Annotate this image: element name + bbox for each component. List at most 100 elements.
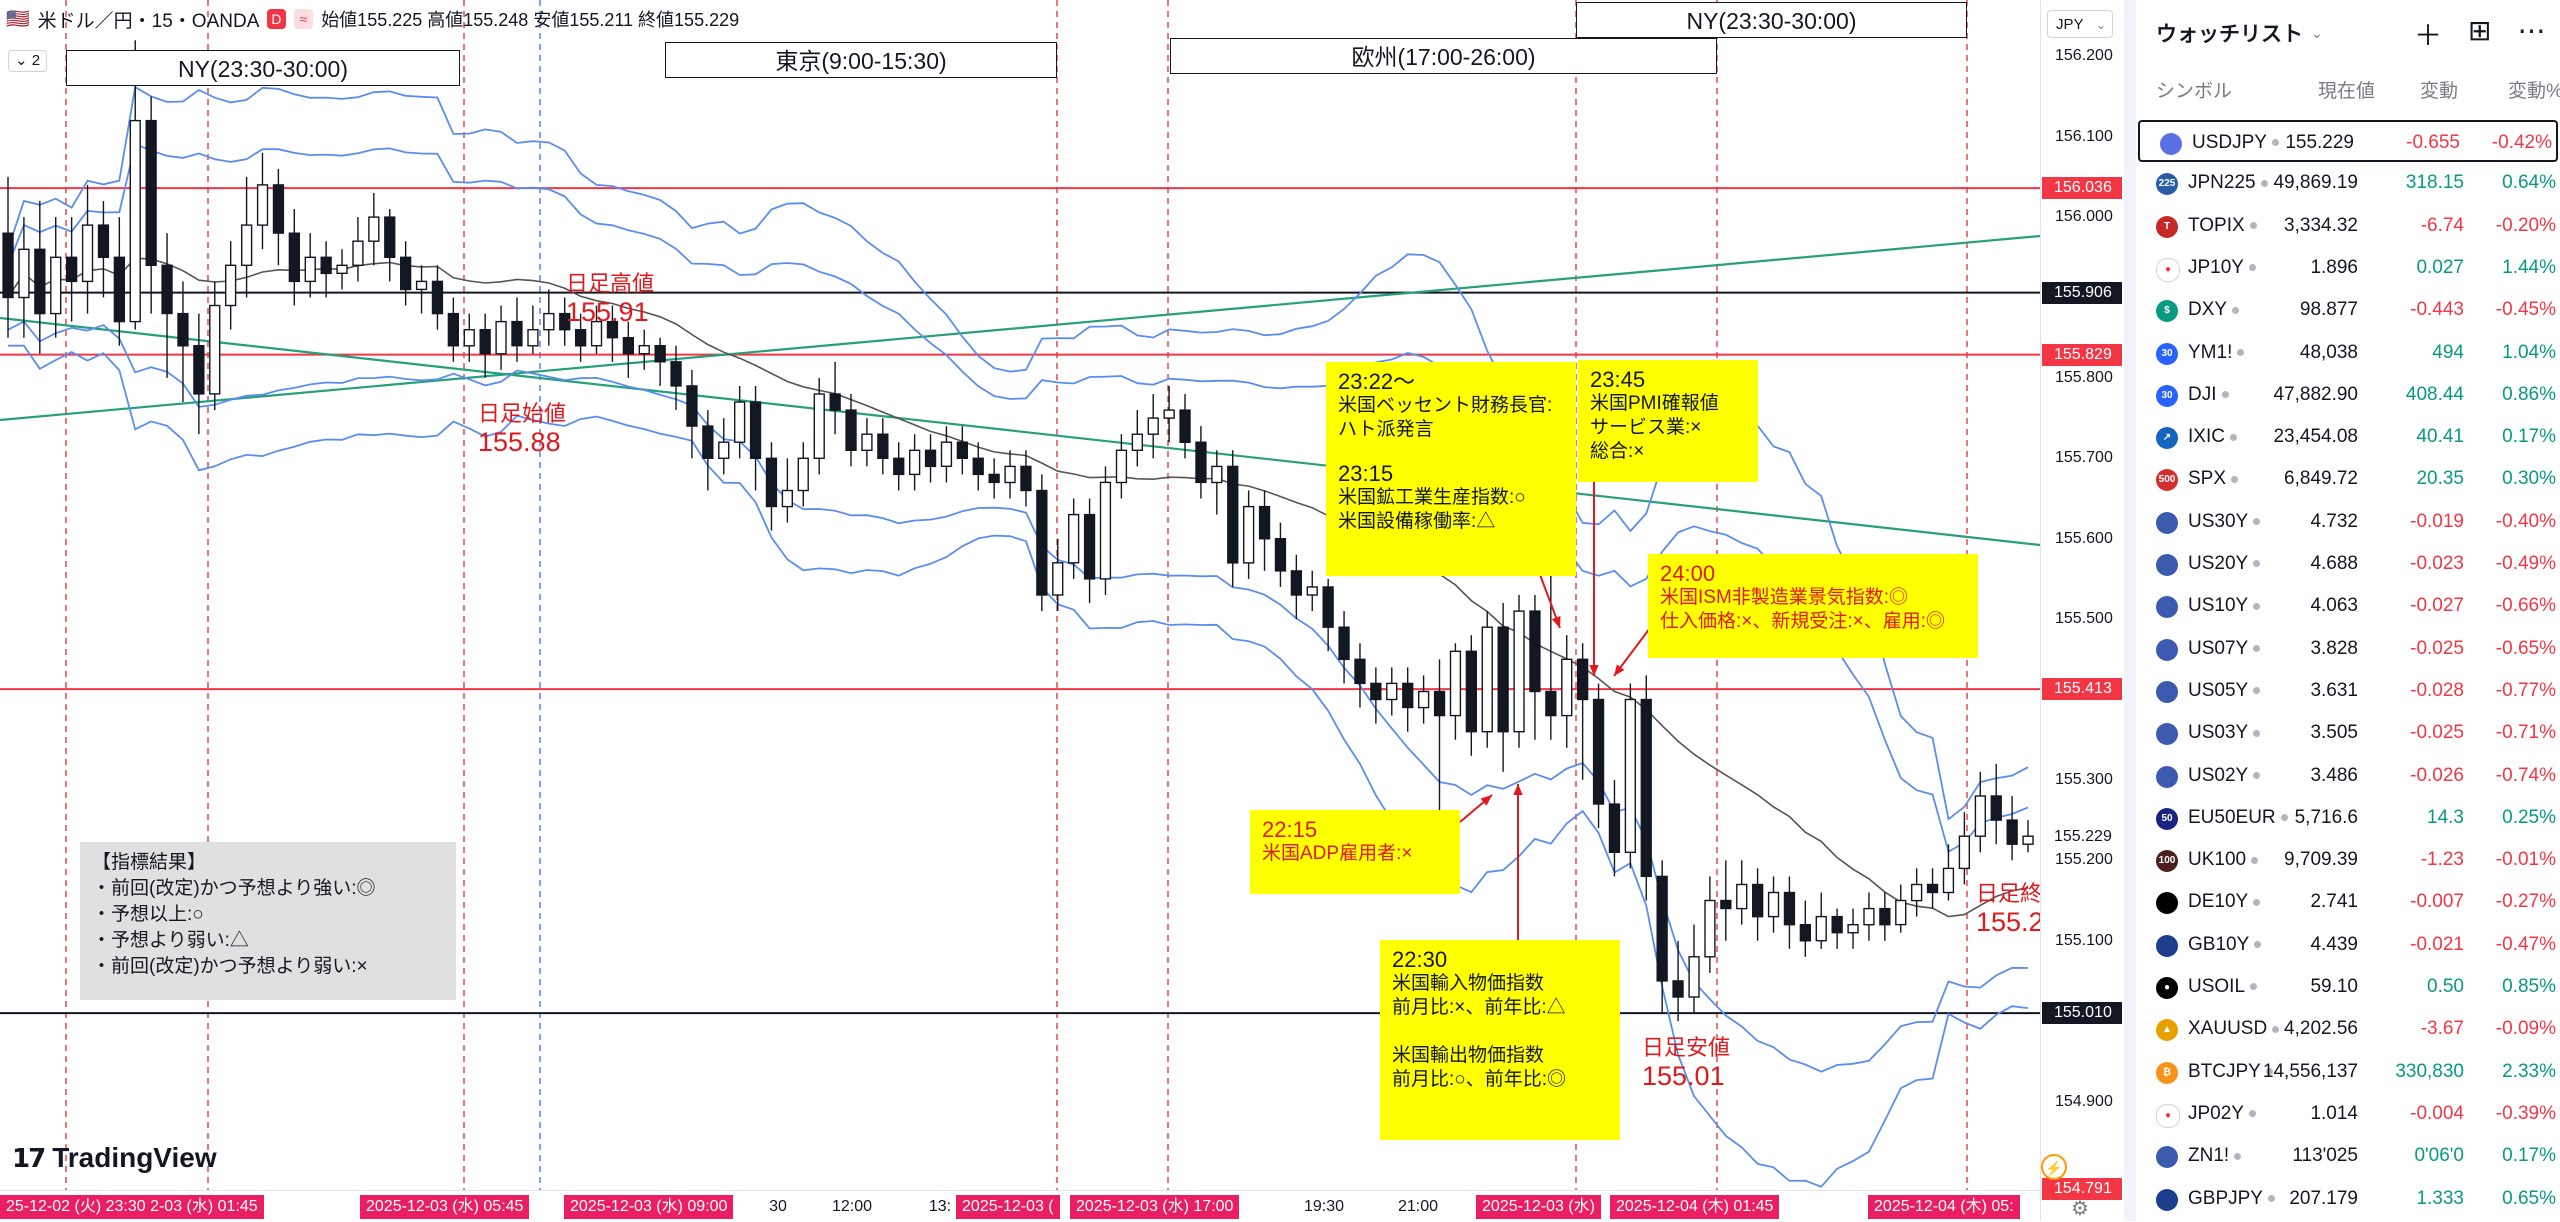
market-status-dot-icon xyxy=(2267,1194,2275,1202)
candle-body xyxy=(638,345,650,355)
data-delay-badge[interactable]: ≈ xyxy=(293,9,314,29)
candle-body xyxy=(765,457,778,508)
watchlist-row[interactable]: T TOPIX 3,334.32 -6.74 -0.20% xyxy=(2136,205,2560,247)
watchlist-last: 48,038 xyxy=(2299,341,2358,363)
note-bessent[interactable]: 23:22～ 米国ベッセント財務長官: ハト派発言 xyxy=(1326,362,1576,454)
market-status-dot-icon xyxy=(2253,602,2261,610)
watchlist-row[interactable]: US02Y 3.486 -0.026 -0.74% xyxy=(2136,755,2560,797)
watchlist-row[interactable]: 100 UK100 9,709.39 -1.23 -0.01% xyxy=(2136,839,2560,881)
panel-separator[interactable] xyxy=(2124,0,2136,1221)
alert-icon[interactable]: ⚡ xyxy=(2041,1154,2067,1180)
watchlist-row[interactable]: USDJPY 155.229 -0.655 -0.42% xyxy=(2138,120,2558,162)
market-status-dot-icon xyxy=(2272,1025,2280,1033)
watchlist-row[interactable]: ZN1! 113'025 0'06'0 0.17% xyxy=(2136,1135,2560,1177)
candle-body xyxy=(559,312,571,331)
column-symbol[interactable]: シンボル xyxy=(2156,81,2233,102)
candle-body xyxy=(34,248,46,315)
candle-body xyxy=(1736,883,1748,910)
candle-body xyxy=(1417,690,1430,709)
watchlist-row[interactable]: US05Y 3.631 -0.028 -0.77% xyxy=(2136,670,2560,712)
watchlist-change: 20.35 xyxy=(2416,468,2464,490)
market-status-dot-icon xyxy=(2229,433,2237,441)
watchlist-last: 14,556,137 xyxy=(2262,1060,2358,1082)
watchlist-row[interactable]: US10Y 4.063 -0.027 -0.66% xyxy=(2136,585,2560,627)
bitcoin-icon: ₿ xyxy=(2156,1061,2178,1084)
watchlist-symbol: DJI xyxy=(2188,384,2229,406)
advanced-view-icon[interactable]: ⊞ xyxy=(2468,15,2492,46)
candle-body xyxy=(1640,698,1652,878)
watchlist-row[interactable]: US30Y 4.732 -0.019 -0.40% xyxy=(2136,501,2560,543)
watchlist-change: 318.15 xyxy=(2405,172,2464,194)
candle-body xyxy=(845,409,857,452)
watchlist-row[interactable]: ₿ BTCJPY 14,556,137 330,830 2.33% xyxy=(2136,1051,2560,1093)
column-change-percent[interactable]: 変動% xyxy=(2508,81,2560,102)
candle-body xyxy=(1958,835,1971,870)
annotation-arrowhead xyxy=(1551,616,1561,628)
watchlist-row[interactable]: 225 JPN225 49,869.19 318.15 0.64% xyxy=(2136,162,2560,204)
candle-body xyxy=(352,240,364,266)
watchlist-row[interactable]: ● JP02Y 1.014 -0.004 -0.39% xyxy=(2136,1093,2560,1135)
candle-body xyxy=(1386,682,1398,701)
watchlist-change-percent: 0.17% xyxy=(2502,1145,2556,1167)
watchlist-change: -0.023 xyxy=(2410,553,2464,574)
market-status-badge[interactable]: D xyxy=(267,9,286,29)
add-symbol-icon[interactable]: ＋ xyxy=(2414,20,2443,51)
column-last[interactable]: 現在値 xyxy=(2318,81,2376,102)
watchlist-last: 3.828 xyxy=(2310,637,2358,659)
market-status-dot-icon xyxy=(2253,518,2261,526)
watchlist-row[interactable]: 500 SPX 6,849.72 20.35 0.30% xyxy=(2136,458,2560,500)
candle-body xyxy=(781,489,794,508)
watchlist-last: 3.486 xyxy=(2310,764,2358,786)
settings-gear-icon[interactable]: ⚙ xyxy=(2071,1198,2089,1220)
candle-body xyxy=(1306,586,1318,596)
watchlist-last: 47,882.90 xyxy=(2273,383,2358,405)
watchlist-row[interactable]: 30 YM1! 48,038 494 1.04% xyxy=(2136,332,2560,374)
watchlist-row[interactable]: ▲ XAUUSD 4,202.56 -3.67 -0.09% xyxy=(2136,1008,2560,1050)
candle-body xyxy=(749,401,762,459)
watchlist-change: -0.028 xyxy=(2410,679,2464,701)
symbol-title[interactable]: 米ドル／円・15・OANDA xyxy=(37,10,260,32)
more-icon[interactable]: ⋯ xyxy=(2517,15,2546,46)
watchlist-row[interactable]: US03Y 3.505 -0.025 -0.71% xyxy=(2136,712,2560,754)
candle-body xyxy=(1449,650,1462,717)
time-label: 2025-12-04 (木) 01:45 xyxy=(1610,1195,1780,1219)
watchlist-row[interactable]: ● USOIL 59.10 0.50 0.85% xyxy=(2136,966,2560,1008)
note-industrial-production[interactable]: 23:15 米国鉱工業生産指数:○ 米国設備稼働率:△ xyxy=(1326,454,1576,576)
candle-body xyxy=(209,304,221,395)
candle-body xyxy=(50,256,62,315)
watchlist-row[interactable]: GB10Y 4.439 -0.021 -0.47% xyxy=(2136,924,2560,966)
tradingview-logo[interactable]: 𝟭𝟳 TradingView xyxy=(12,1142,217,1173)
watchlist-row[interactable]: GBPJPY 207.179 1.333 0.65% xyxy=(2136,1178,2560,1220)
watchlist-row[interactable]: $ DXY 98.877 -0.443 -0.45% xyxy=(2136,289,2560,331)
note-import-prices[interactable]: 22:30 米国輸入物価指数 前月比:×、前年比:△ 米国輸出物価指数 前月比:○… xyxy=(1380,940,1620,1140)
watchlist-row[interactable]: US20Y 4.688 -0.023 -0.49% xyxy=(2136,543,2560,585)
column-change[interactable]: 変動 xyxy=(2420,81,2459,102)
watchlist-symbol: US03Y xyxy=(2188,722,2261,744)
watchlist-change: 408.44 xyxy=(2405,383,2464,405)
note-ism[interactable]: 24:00 米国ISM非製造業景気指数:◎ 仕入価格:×、新規受注:×、雇用:◎ xyxy=(1648,554,1978,658)
candle-body xyxy=(1592,698,1605,805)
watchlist-row[interactable]: DE10Y 2.741 -0.007 -0.27% xyxy=(2136,881,2560,923)
candle-body xyxy=(1990,795,2002,821)
candle-body xyxy=(527,329,539,347)
watchlist-last: 4,202.56 xyxy=(2284,1018,2358,1040)
candle-body xyxy=(1274,538,1287,572)
candle-body xyxy=(1465,650,1478,733)
watchlist-row[interactable]: US07Y 3.828 -0.025 -0.65% xyxy=(2136,628,2560,670)
currency-selector[interactable]: JPY ⌄ xyxy=(2047,10,2113,38)
price-axis[interactable]: JPY ⌄ 156.200 156.100 156.000 155.800 155.700… xyxy=(2040,0,2125,1221)
watchlist-row[interactable]: ● JP10Y 1.896 0.027 1.44% xyxy=(2136,247,2560,289)
note-adp[interactable]: 22:15 米国ADP雇用者:× xyxy=(1250,810,1460,894)
candle-body xyxy=(893,457,905,476)
watchlist-row[interactable]: 50 EU50EUR 5,716.6 14.3 0.25% xyxy=(2136,797,2560,839)
chart-pane[interactable]: 🇺🇸 米ドル／円・15・OANDA D ≈ 始値155.225 高値155.24… xyxy=(0,0,2040,1221)
candle-body xyxy=(1576,658,1589,701)
watchlist-row[interactable]: 30 DJI 47,882.90 408.44 0.86% xyxy=(2136,374,2560,416)
indicator-collapse-button[interactable]: ⌄ 2 xyxy=(8,50,48,72)
market-status-dot-icon xyxy=(2253,729,2261,737)
note-pmi[interactable]: 23:45 米国PMI確報値 サービス業:× 総合:× xyxy=(1578,360,1758,482)
watchlist-row[interactable]: ↗ IXIC 23,454.08 40.41 0.17% xyxy=(2136,416,2560,458)
watchlist-title[interactable]: ウォッチリスト ⌄ xyxy=(2156,23,2323,46)
watchlist-symbol: BTCJPY xyxy=(2188,1061,2273,1083)
time-axis[interactable]: 25-12-02 (火) 23:30 2-03 (水) 01:45 2025-1… xyxy=(0,1190,2040,1222)
